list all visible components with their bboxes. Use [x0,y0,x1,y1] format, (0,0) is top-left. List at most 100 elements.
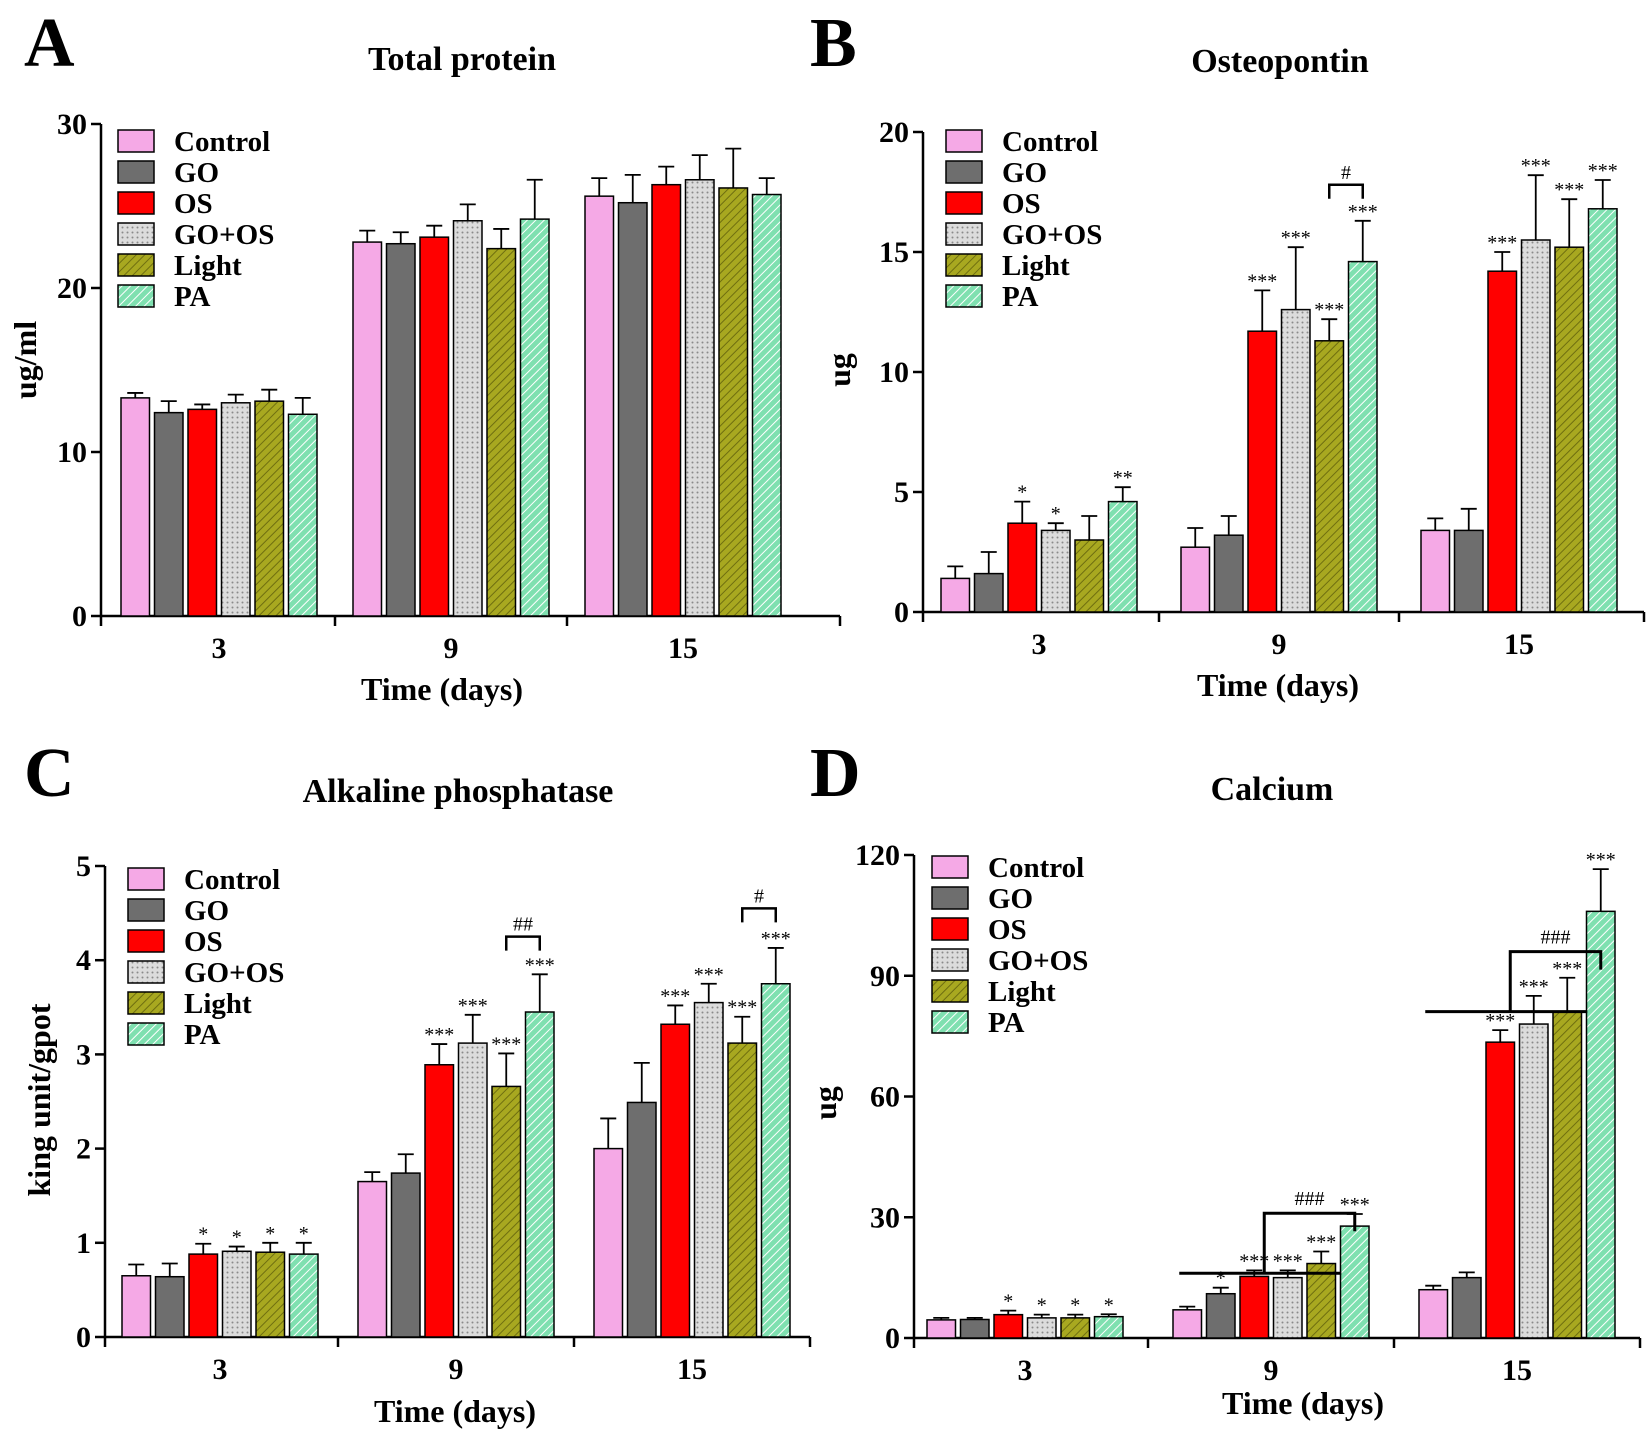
bar-go-day-15 [1451,1276,1482,1339]
bar-go-day-3 [959,1318,990,1339]
y-tick-label: 4 [76,944,91,977]
bar-control-day-15 [584,195,615,617]
panel-c-ylabel: king unit/gpot [21,1003,57,1196]
bracket-label: ### [1295,1188,1325,1210]
significance-mark: *** [1586,849,1616,871]
bar-os-day-15 [1487,270,1518,613]
panel-b: B Osteopontin ug Time (days) 05101520***… [810,5,1646,703]
bar-os-day-3 [188,1253,219,1338]
legend-swatch-pa [117,284,155,308]
y-tick-label: 10 [879,356,909,389]
y-tick-label: 2 [76,1133,91,1166]
bar-pa-day-15 [1587,208,1618,613]
legend-swatch-light [945,253,983,277]
legend-label-pa: PA [184,1019,221,1051]
y-tick-label: 60 [870,1081,900,1114]
bar-control-day-3 [940,577,971,613]
bar-control-day-3 [926,1319,957,1339]
y-tick-label: 90 [870,960,900,993]
bar-go-day-3 [973,572,1004,613]
legend-swatch-go [931,886,969,910]
legend-label-go-plus-os: GO+OS [1002,219,1102,251]
legend-swatch-os [127,929,165,953]
significance-mark: * [1104,1294,1114,1316]
legend-label-os: OS [174,188,213,220]
legend-swatch-go [127,898,165,922]
bar-os-day-9 [1239,1275,1270,1339]
y-tick-label: 0 [894,596,909,629]
bar-go-day-9 [390,1172,421,1338]
legend-swatch-pa [945,284,983,308]
legend-label-go: GO [184,895,229,927]
panel-d-title: Calcium [1211,771,1334,808]
significance-mark: *** [525,954,555,976]
legend-label-light: Light [988,976,1056,1008]
significance-mark: ** [1113,467,1133,489]
bar-pa-day-9 [519,218,550,617]
x-tick-label: 15 [1502,1354,1532,1387]
panel-b-xlabel: Time (days) [1197,667,1359,703]
legend-swatch-go-plus-os [117,222,155,246]
bar-light-day-9 [486,247,517,617]
bar-control-day-15 [1418,1288,1449,1339]
panel-c-title: Alkaline phosphatase [303,773,614,810]
bar-go-plus-os-day-15 [684,179,715,617]
x-tick-label: 9 [449,1353,464,1386]
y-tick-label: 0 [885,1322,900,1355]
bracket-label: ## [513,914,533,936]
significance-mark: *** [1273,1250,1303,1272]
bar-os-day-15 [660,1023,691,1338]
bar-go-plus-os-day-15 [1518,1023,1549,1339]
x-tick-label: 15 [668,632,698,665]
bar-light-day-15 [718,187,749,617]
y-tick-label: 5 [76,850,91,883]
panel-letter-d: D [810,735,861,812]
significance-mark: *** [1247,270,1277,292]
legend-label-os: OS [184,926,223,958]
bar-os-day-3 [993,1313,1024,1339]
bar-go-plus-os-day-15 [1520,239,1551,613]
legend-label-light: Light [1002,250,1070,282]
bar-pa-day-15 [1585,910,1616,1339]
significance-mark: *** [727,997,757,1019]
legend-swatch-go [117,160,155,184]
bar-os-day-3 [187,408,218,617]
panel-letter-c: C [24,735,75,812]
bar-light-day-3 [255,1251,286,1338]
panel-d-xlabel: Time (days) [1222,1385,1384,1421]
legend-swatch-os [117,191,155,215]
legend-swatch-go-plus-os [127,960,165,984]
y-tick-label: 15 [879,236,909,269]
bar-os-day-9 [424,1064,455,1338]
significance-mark: * [1017,482,1027,504]
bar-go-plus-os-day-9 [457,1042,488,1338]
significance-mark: *** [424,1024,454,1046]
bar-os-day-9 [419,236,450,617]
bracket-label: ### [1541,927,1571,949]
bar-light-day-3 [1074,539,1105,613]
significance-mark: *** [1552,958,1582,980]
bracket-label: # [1341,162,1351,184]
legend-swatch-control [117,129,155,153]
significance-bracket [741,907,777,923]
y-tick-label: 1 [76,1227,91,1260]
bar-control-day-9 [1180,546,1211,613]
y-tick-label: 30 [870,1201,900,1234]
bar-control-day-9 [1172,1309,1203,1339]
bar-go-day-3 [153,411,184,617]
significance-mark: *** [1314,299,1344,321]
bar-go-day-9 [1205,1292,1236,1339]
legend-label-control: Control [988,852,1084,884]
panel-a: A Total protein ug/ml Time (days) 0 10 20 3… [7,5,842,707]
bar-light-day-15 [1554,246,1585,613]
bar-light-day-15 [1552,1011,1583,1339]
legend-label-go-plus-os: GO+OS [988,945,1088,977]
significance-bracket [1262,1211,1357,1274]
x-tick-label: 3 [1018,1354,1033,1387]
panel-letter-b: B [810,5,857,82]
panel-letter-a: A [24,5,75,82]
legend-label-pa: PA [1002,281,1039,313]
legend-swatch-control [945,129,983,153]
